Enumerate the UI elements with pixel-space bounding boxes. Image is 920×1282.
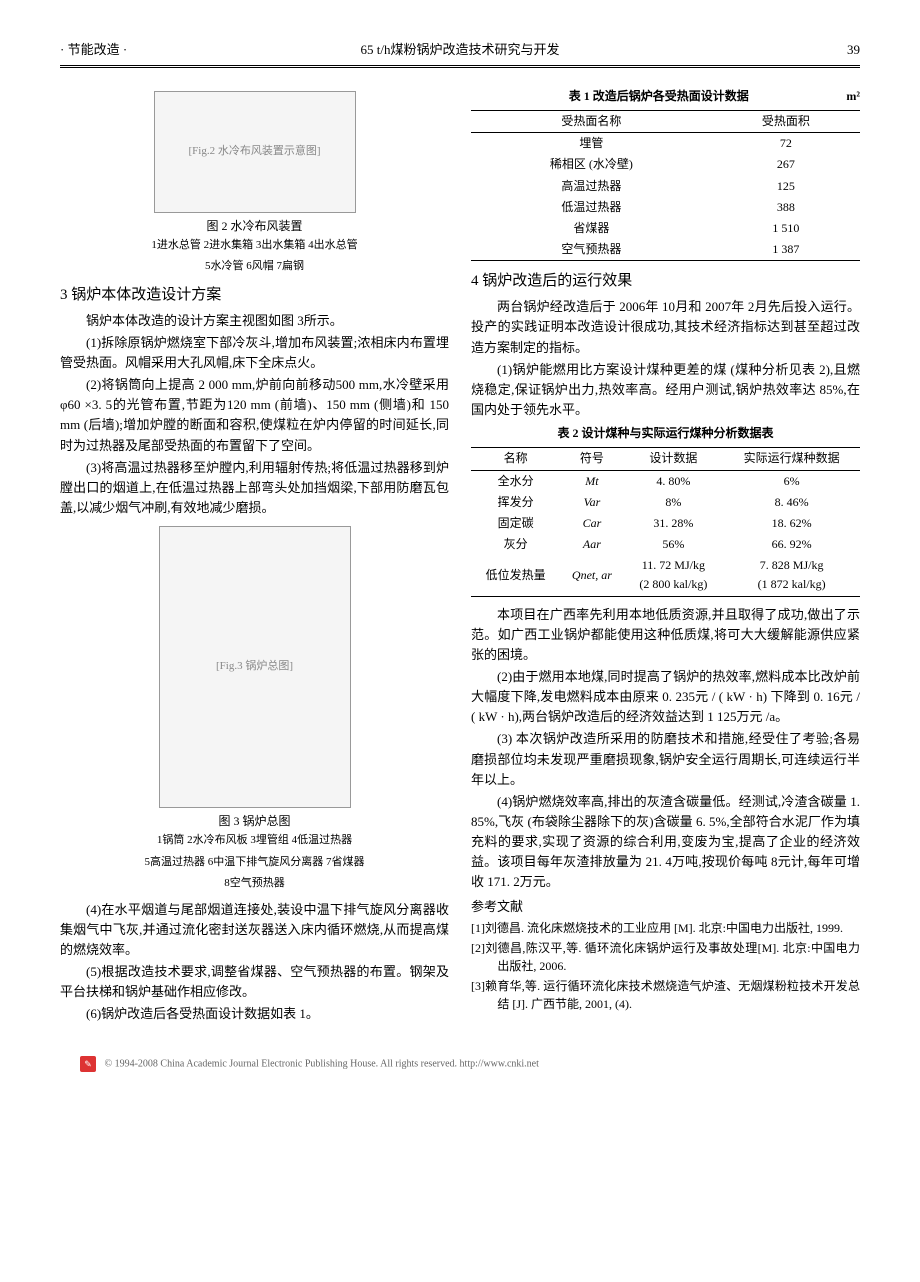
table-2: 名称 符号 设计数据 实际运行煤种数据 全水分 Mt 4. 80% 6% 挥发分… — [471, 447, 860, 596]
right-column: 表 1 改造后锅炉各受热面设计数据 m² 受热面名称 受热面积 埋管72 稀相区… — [471, 83, 860, 1027]
reference-item: [2]刘德昌,陈汉平,等. 循环流化床锅炉运行及事故处理[M]. 北京:中国电力… — [471, 939, 860, 975]
figure-3-legend-2: 5高温过热器 6中温下排气旋风分离器 7省煤器 — [60, 855, 449, 870]
section-3-p5: (5)根据改造技术要求,调整省煤器、空气预热器的布置。钢架及平台扶梯和锅炉基础作… — [60, 962, 449, 1002]
page-footer: ✎ © 1994-2008 China Academic Journal Ele… — [60, 1056, 860, 1072]
section-3-p4: (4)在水平烟道与尾部烟道连接处,装设中温下排气旋风分离器收集烟气中飞灰,并通过… — [60, 900, 449, 960]
figure-2: [Fig.2 水冷布风装置示意图] 图 2 水冷布风装置 1进水总管 2进水集箱… — [60, 91, 449, 275]
section-4-p1: (1)锅炉能燃用比方案设计煤种更差的煤 (煤种分析见表 2),且燃烧稳定,保证锅… — [471, 360, 860, 420]
section-3-intro: 锅炉本体改造的设计方案主视图如图 3所示。 — [60, 311, 449, 331]
reference-item: [3]赖育华,等. 运行循环流化床技术燃烧造气炉渣、无烟煤粉粒技术开发总结 [J… — [471, 977, 860, 1013]
header-page-number: 39 — [660, 40, 860, 61]
table-1-unit: m² — [846, 87, 860, 106]
table-row: 高温过热器125 — [471, 176, 860, 197]
header-title: 65 t/h煤粉锅炉改造技术研究与开发 — [260, 40, 660, 61]
table-1-head-c1: 受热面名称 — [471, 110, 712, 132]
pdf-icon: ✎ — [80, 1056, 96, 1072]
table-row: 埋管72 — [471, 133, 860, 155]
figure-3-legend-3: 8空气预热器 — [60, 876, 449, 891]
section-4-p3: (2)由于燃用本地煤,同时提高了锅炉的热效率,燃料成本比改炉前大幅度下降,发电燃… — [471, 667, 860, 727]
table-1-title-text: 表 1 改造后锅炉各受热面设计数据 — [569, 89, 749, 103]
table-1-head-c2: 受热面积 — [712, 110, 860, 132]
content-columns: [Fig.2 水冷布风装置示意图] 图 2 水冷布风装置 1进水总管 2进水集箱… — [60, 83, 860, 1027]
page-header: · 节能改造 · 65 t/h煤粉锅炉改造技术研究与开发 39 — [60, 40, 860, 68]
table-row: 低温过热器388 — [471, 197, 860, 218]
table-row: 受热面名称 受热面积 — [471, 110, 860, 132]
table-row: 全水分 Mt 4. 80% 6% — [471, 470, 860, 492]
table-2-title: 表 2 设计煤种与实际运行煤种分析数据表 — [471, 424, 860, 443]
section-4-p5: (4)锅炉燃烧效率高,排出的灰渣含碳量低。经测试,冷渣含碳量 1. 85%,飞灰… — [471, 792, 860, 893]
section-4-heading: 4 锅炉改造后的运行效果 — [471, 269, 860, 293]
figure-3-caption: 图 3 锅炉总图 — [60, 812, 449, 831]
table-1: 受热面名称 受热面积 埋管72 稀相区 (水冷壁)267 高温过热器125 低温… — [471, 110, 860, 261]
table-2-head-c4: 实际运行煤种数据 — [723, 448, 860, 470]
reference-item: [1]刘德昌. 流化床燃烧技术的工业应用 [M]. 北京:中国电力出版社, 19… — [471, 919, 860, 937]
header-section-label: · 节能改造 · — [60, 40, 260, 61]
figure-2-legend-1: 1进水总管 2进水集箱 3出水集箱 4出水总管 — [60, 238, 449, 253]
table-row: 空气预热器1 387 — [471, 239, 860, 261]
figure-2-caption: 图 2 水冷布风装置 — [60, 217, 449, 236]
figure-2-image: [Fig.2 水冷布风装置示意图] — [154, 91, 356, 213]
figure-2-legend-2: 5水冷管 6风帽 7扁钢 — [60, 259, 449, 274]
figure-3-image: [Fig.3 锅炉总图] — [159, 526, 351, 808]
table-1-title: 表 1 改造后锅炉各受热面设计数据 m² — [471, 87, 860, 106]
section-4-p4: (3) 本次锅炉改造所采用的防磨技术和措施,经受住了考验;各易磨损部位均未发现严… — [471, 729, 860, 789]
section-4-p2: 本项目在广西率先利用本地低质资源,并且取得了成功,做出了示范。如广西工业锅炉都能… — [471, 605, 860, 665]
table-row: 固定碳 Car 31. 28% 18. 62% — [471, 513, 860, 534]
left-column: [Fig.2 水冷布风装置示意图] 图 2 水冷布风装置 1进水总管 2进水集箱… — [60, 83, 449, 1027]
section-3-heading: 3 锅炉本体改造设计方案 — [60, 283, 449, 307]
references: [1]刘德昌. 流化床燃烧技术的工业应用 [M]. 北京:中国电力出版社, 19… — [471, 919, 860, 1013]
section-3-p2: (2)将锅筒向上提高 2 000 mm,炉前向前移动500 mm,水冷壁采用 φ… — [60, 375, 449, 456]
section-3-p6: (6)锅炉改造后各受热面设计数据如表 1。 — [60, 1004, 449, 1024]
table-2-head-c3: 设计数据 — [623, 448, 723, 470]
table-row: 灰分 Aar 56% 66. 92% — [471, 534, 860, 555]
figure-3-legend-1: 1锅筒 2水冷布风板 3埋管组 4低温过热器 — [60, 833, 449, 848]
section-3-p1: (1)拆除原锅炉燃烧室下部冷灰斗,增加布风装置;浓相床内布置埋管受热面。风帽采用… — [60, 333, 449, 373]
references-heading: 参考文献 — [471, 897, 860, 918]
table-row: 挥发分 Var 8% 8. 46% — [471, 492, 860, 513]
page: · 节能改造 · 65 t/h煤粉锅炉改造技术研究与开发 39 [Fig.2 水… — [0, 0, 920, 1093]
table-row: 省煤器1 510 — [471, 218, 860, 239]
section-3-p3: (3)将高温过热器移至炉膛内,利用辐射传热;将低温过热器移到炉膛出口的烟道上,在… — [60, 458, 449, 518]
figure-3: [Fig.3 锅炉总图] 图 3 锅炉总图 1锅筒 2水冷布风板 3埋管组 4低… — [60, 526, 449, 891]
table-2-head-c1: 名称 — [471, 448, 560, 470]
table-row: 稀相区 (水冷壁)267 — [471, 154, 860, 175]
table-2-head-c2: 符号 — [560, 448, 623, 470]
table-row: 名称 符号 设计数据 实际运行煤种数据 — [471, 448, 860, 470]
table-row: 低位发热量 Qnet, ar 11. 72 MJ/kg (2 800 kal/k… — [471, 555, 860, 596]
footer-text: © 1994-2008 China Academic Journal Elect… — [105, 1059, 539, 1070]
section-4-p0: 两台锅炉经改造后于 2006年 10月和 2007年 2月先后投入运行。投产的实… — [471, 297, 860, 357]
